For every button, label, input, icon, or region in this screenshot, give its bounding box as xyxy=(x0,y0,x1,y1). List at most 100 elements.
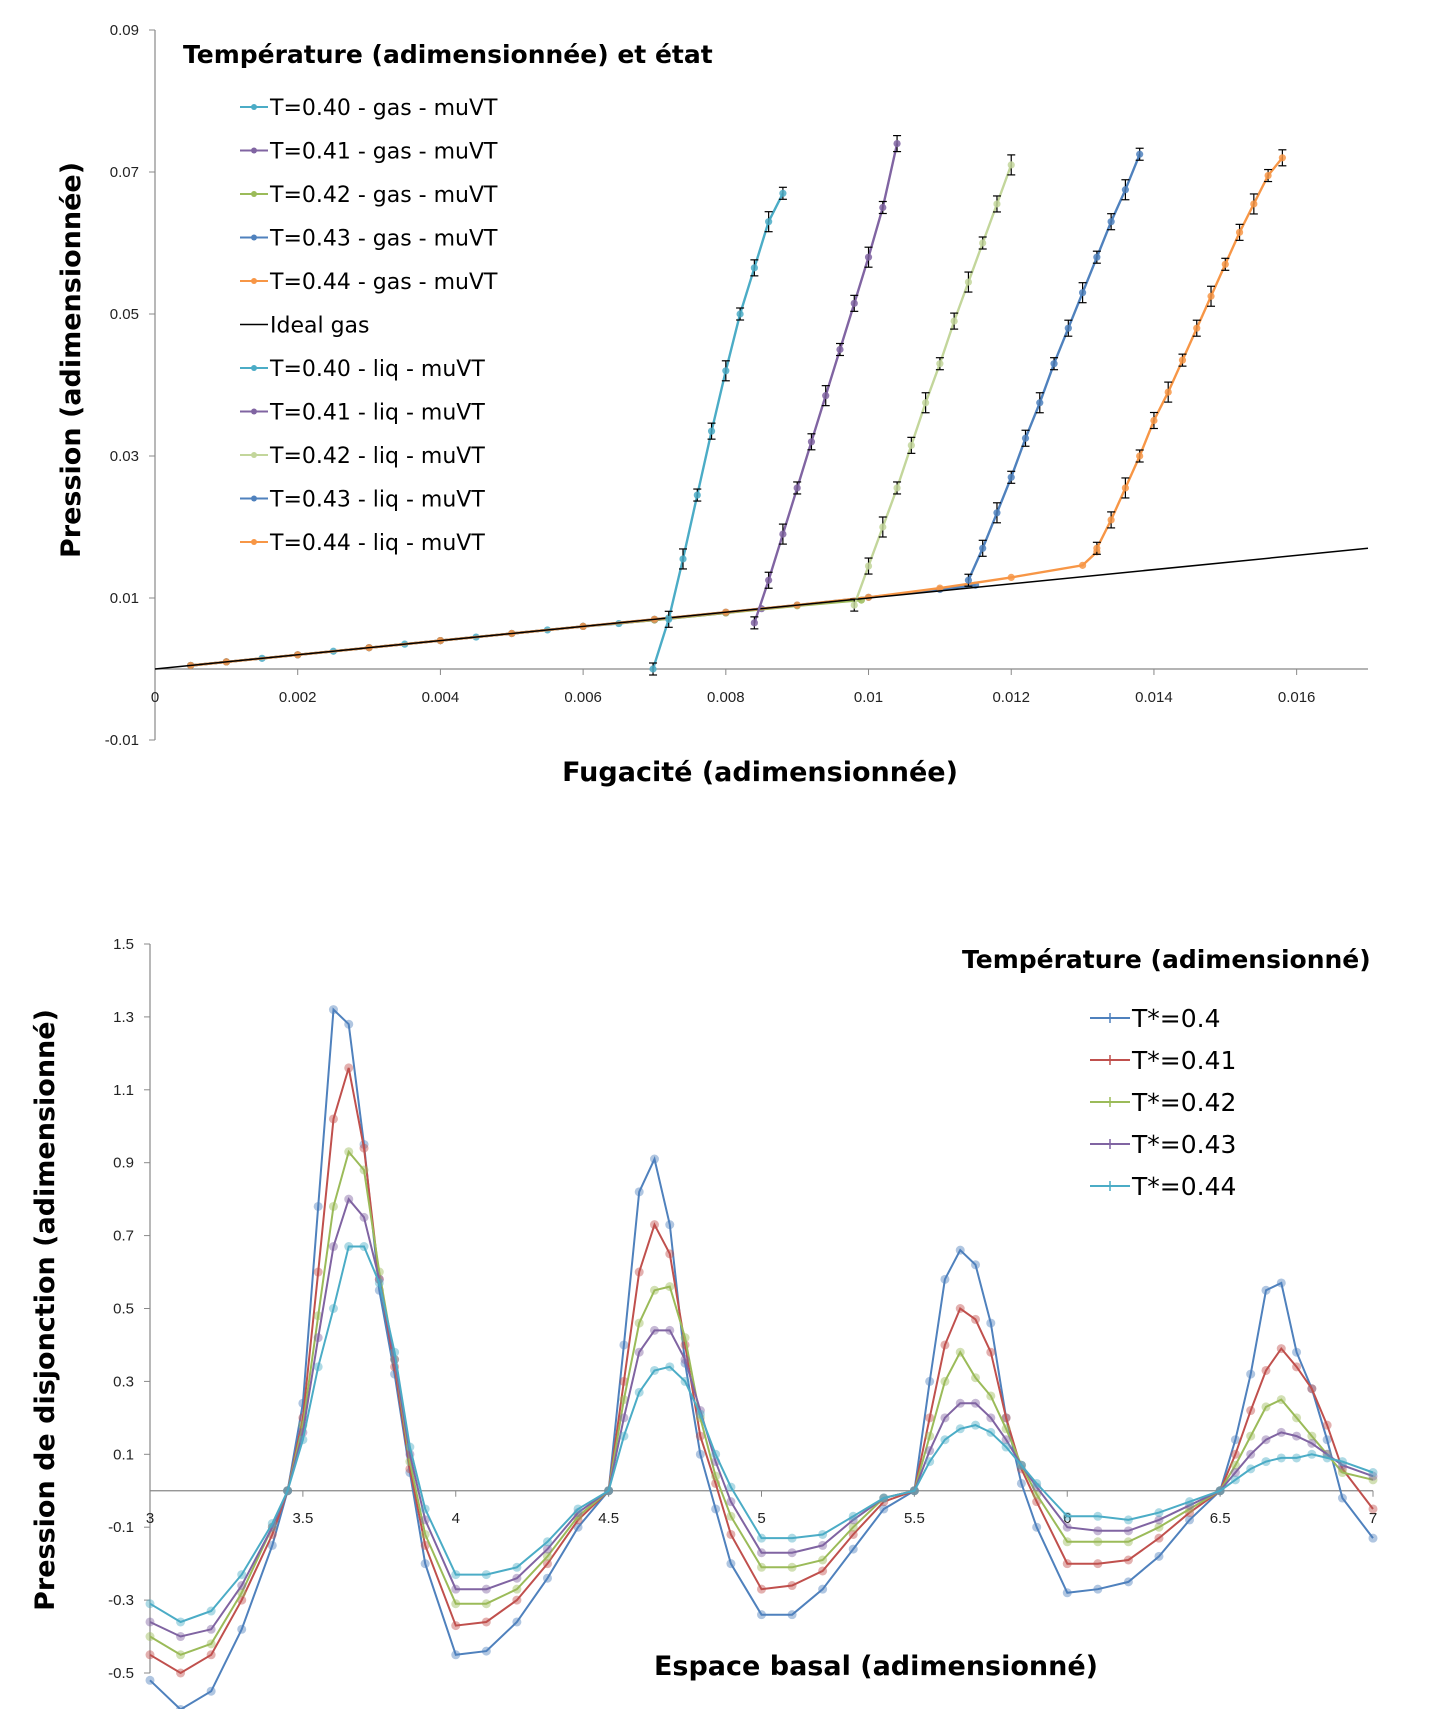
data-point xyxy=(1007,161,1015,169)
data-point xyxy=(787,1533,797,1543)
data-point xyxy=(818,1584,828,1594)
y-tick-label: 0.5 xyxy=(113,1301,134,1318)
x-tick-label: 0.012 xyxy=(992,689,1030,706)
data-point xyxy=(390,1347,400,1357)
data-point xyxy=(757,1584,766,1594)
data-point xyxy=(649,1325,659,1335)
y-tick-label: 0.09 xyxy=(110,22,139,39)
data-point xyxy=(750,264,758,272)
x-tick-label: 0.016 xyxy=(1278,689,1316,706)
data-point xyxy=(680,1355,690,1365)
data-point xyxy=(925,1431,935,1441)
data-point xyxy=(1276,1344,1286,1354)
data-point xyxy=(512,1584,522,1594)
legend-label: T=0.43 - liq - muVT xyxy=(269,488,485,513)
data-point xyxy=(298,1435,308,1445)
data-point xyxy=(344,1019,354,1029)
data-point xyxy=(634,1347,644,1357)
data-point xyxy=(1032,1489,1042,1499)
data-point xyxy=(822,392,830,400)
data-point xyxy=(864,562,873,570)
data-point xyxy=(680,1333,690,1343)
data-point xyxy=(1261,1457,1271,1467)
data-point xyxy=(237,1581,247,1591)
data-point xyxy=(848,1522,858,1532)
data-point xyxy=(1107,218,1115,226)
legend-label: T*=0.42 xyxy=(1131,1088,1236,1117)
data-point xyxy=(850,299,858,307)
data-point xyxy=(1207,292,1215,300)
data-point xyxy=(1064,324,1072,332)
data-point xyxy=(1322,1435,1332,1445)
data-point xyxy=(940,1435,950,1445)
data-point xyxy=(680,1376,690,1386)
data-point xyxy=(707,427,716,435)
y-tick-label: 1.3 xyxy=(113,1009,134,1026)
series-line xyxy=(651,192,784,670)
data-point xyxy=(512,1562,522,1572)
data-point xyxy=(420,1540,430,1550)
data-point xyxy=(1032,1478,1042,1488)
legend-marker xyxy=(251,147,257,154)
data-point xyxy=(206,1624,216,1634)
data-point xyxy=(940,1376,950,1386)
legend-marker xyxy=(251,452,257,458)
data-point xyxy=(726,1511,736,1521)
series-line xyxy=(149,1245,1374,1624)
data-point xyxy=(848,1529,858,1539)
data-point xyxy=(993,200,1001,208)
data-point xyxy=(634,1187,644,1197)
data-point xyxy=(695,1431,705,1441)
data-point xyxy=(649,1220,659,1230)
data-point xyxy=(971,1420,981,1430)
x-tick-label: 0.01 xyxy=(854,689,883,706)
data-point xyxy=(711,1504,721,1514)
data-point xyxy=(879,203,887,212)
series-line xyxy=(149,1067,1374,1675)
data-point xyxy=(986,1391,996,1401)
data-point xyxy=(757,1562,766,1572)
data-point xyxy=(1150,416,1158,425)
fit-line xyxy=(753,143,898,624)
legend-label: T=0.41 - liq - muVT xyxy=(269,401,485,426)
data-point xyxy=(1001,1442,1011,1452)
data-point xyxy=(1235,228,1244,236)
data-point xyxy=(971,1373,981,1383)
legend-marker xyxy=(251,365,257,371)
data-point xyxy=(1136,150,1144,158)
data-point xyxy=(848,1511,858,1521)
data-point xyxy=(695,1449,705,1459)
data-point xyxy=(328,1242,338,1252)
data-point xyxy=(283,1486,293,1496)
data-point xyxy=(807,438,816,446)
y-axis-title: Pression (adimensionnée) xyxy=(56,162,87,558)
data-point xyxy=(1292,1413,1302,1423)
data-point xyxy=(176,1617,186,1627)
data-point xyxy=(1185,1497,1195,1507)
data-point xyxy=(979,544,987,552)
data-point xyxy=(955,1347,965,1357)
legend-title: Température (adimensionnée) et état xyxy=(183,40,713,69)
legend-label: T=0.43 - gas - muVT xyxy=(269,227,498,252)
data-point xyxy=(1230,1449,1240,1459)
data-point xyxy=(1261,1435,1271,1445)
data-point xyxy=(864,253,873,261)
data-point xyxy=(649,1285,659,1295)
data-point xyxy=(955,1398,965,1408)
data-point xyxy=(679,555,687,563)
data-point xyxy=(818,1540,828,1550)
data-point xyxy=(1261,1365,1271,1375)
data-point xyxy=(1322,1453,1332,1463)
data-point xyxy=(757,1610,766,1620)
data-point xyxy=(779,189,787,197)
data-point xyxy=(818,1529,828,1539)
data-point xyxy=(925,1446,935,1456)
series-line xyxy=(149,1197,1374,1638)
data-point xyxy=(836,345,844,354)
data-point xyxy=(1001,1435,1011,1445)
data-point xyxy=(420,1504,430,1514)
data-point xyxy=(793,484,801,492)
data-point xyxy=(649,665,657,673)
data-point xyxy=(542,1559,552,1569)
data-point xyxy=(1250,200,1258,208)
